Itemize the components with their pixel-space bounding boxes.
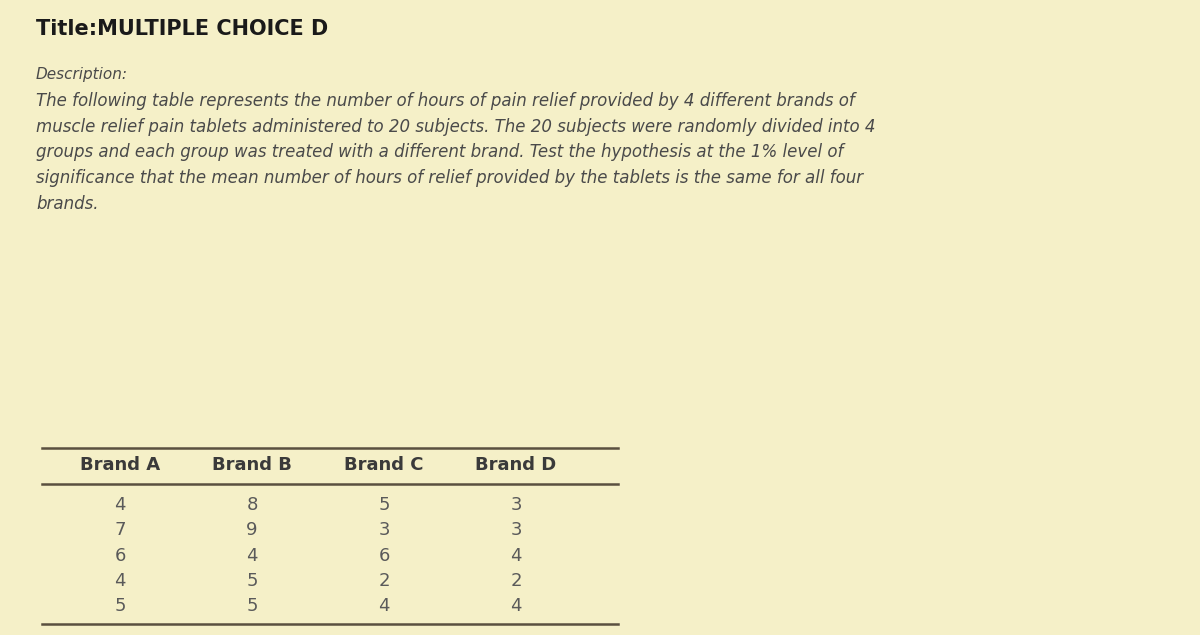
Text: 5: 5 xyxy=(246,572,258,590)
Text: 7: 7 xyxy=(114,521,126,539)
Text: 4: 4 xyxy=(114,496,126,514)
Text: 4: 4 xyxy=(510,598,522,615)
Text: The following table represents the number of hours of pain relief provided by 4 : The following table represents the numbe… xyxy=(36,92,876,213)
Text: 4: 4 xyxy=(378,598,390,615)
Text: 9: 9 xyxy=(246,521,258,539)
Text: 5: 5 xyxy=(246,598,258,615)
Text: 4: 4 xyxy=(510,547,522,565)
Text: 5: 5 xyxy=(378,496,390,514)
Text: Brand B: Brand B xyxy=(212,457,292,474)
Text: Brand D: Brand D xyxy=(475,457,557,474)
Text: 6: 6 xyxy=(378,547,390,565)
Text: Title:MULTIPLE CHOICE D: Title:MULTIPLE CHOICE D xyxy=(36,19,329,39)
Text: 2: 2 xyxy=(378,572,390,590)
Text: 3: 3 xyxy=(510,496,522,514)
Text: 4: 4 xyxy=(114,572,126,590)
Text: 3: 3 xyxy=(378,521,390,539)
Text: 6: 6 xyxy=(114,547,126,565)
Text: Brand A: Brand A xyxy=(80,457,160,474)
Text: Description:: Description: xyxy=(36,67,128,82)
Text: 3: 3 xyxy=(510,521,522,539)
Text: Brand C: Brand C xyxy=(344,457,424,474)
Text: 4: 4 xyxy=(246,547,258,565)
Text: 2: 2 xyxy=(510,572,522,590)
Text: 8: 8 xyxy=(246,496,258,514)
Text: 5: 5 xyxy=(114,598,126,615)
